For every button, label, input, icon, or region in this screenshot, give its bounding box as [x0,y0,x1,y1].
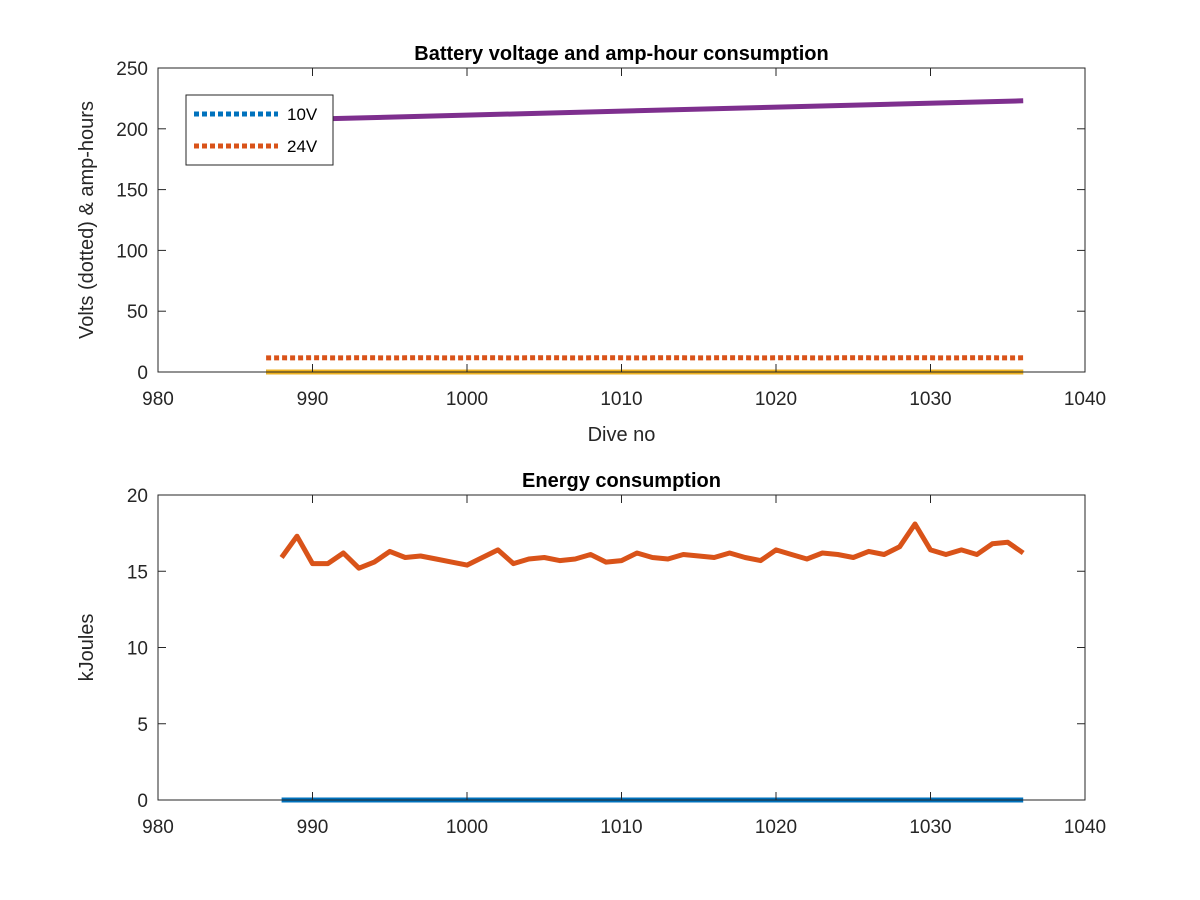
y-tick-label: 0 [137,791,148,812]
series-line-1-4 [266,98,1024,123]
x-tick-label: 1020 [755,817,797,838]
y-tick-label: 100 [116,241,148,262]
y-tick-label: 250 [116,59,148,80]
x-tick-label: 990 [297,817,329,838]
x-tick-label: 1000 [446,389,488,410]
y-tick-label: 0 [137,363,148,384]
y-tick-label: 200 [116,120,148,141]
x-tick-label: 1010 [600,817,642,838]
y-tick-label: 15 [127,562,148,583]
x-tick-label: 990 [297,389,329,410]
series-line-2-2 [279,521,1025,571]
y-tick-label: 150 [116,181,148,202]
series-group [266,98,1024,375]
chart-title: Battery voltage and amp-hour consumption [414,43,828,65]
y-tick-label: 10 [127,639,148,660]
x-tick-label: 1040 [1064,817,1106,838]
chart-panel-1: Battery voltage and amp-hour consumption… [76,43,1106,446]
x-tick-label: 1020 [755,389,797,410]
x-tick-label: 1030 [909,389,951,410]
x-tick-label: 980 [142,389,174,410]
y-axis-label: Volts (dotted) & amp-hours [76,101,98,339]
legend-box [185,94,334,166]
x-axis-label: Dive no [588,424,656,446]
x-tick-label: 1040 [1064,389,1106,410]
legend: 10V 24V [185,94,334,166]
series-group [279,521,1025,803]
y-tick-label: 50 [127,302,148,323]
x-tick-label: 1000 [446,817,488,838]
x-tick-label: 980 [142,817,174,838]
legend-label-10v: 10V [287,105,318,124]
x-tick-label: 1030 [909,817,951,838]
chart-title: Energy consumption [522,470,721,492]
x-tick-label: 1010 [600,389,642,410]
y-tick-label: 20 [127,486,148,507]
legend-label-24v: 24V [287,137,318,156]
y-tick-label: 5 [137,715,148,736]
y-axis-label: kJoules [76,614,98,682]
